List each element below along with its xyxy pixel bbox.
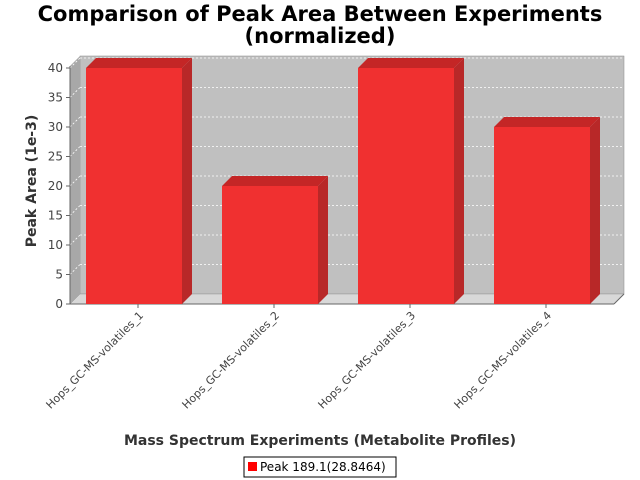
y-tick-label-0: 0 <box>55 297 63 311</box>
legend-entry: Peak 189.1(28.8464) <box>260 460 386 474</box>
chart-title-line-1: Comparison of Peak Area Between Experime… <box>38 2 603 26</box>
y-tick-label-6: 30 <box>48 120 63 134</box>
plot-left-wall <box>70 56 80 304</box>
bar-side-3 <box>454 58 464 304</box>
plot-area: 0 5 10 15 20 25 30 35 40 Hops_GC-MS-volatiles_1 Ho… <box>44 55 625 412</box>
bar-top-3 <box>358 58 464 68</box>
x-axis-label: Mass Spectrum Experiments (Metabolite Pr… <box>124 433 516 449</box>
y-tick-label-3: 15 <box>48 209 63 223</box>
bar-top-1 <box>86 58 192 68</box>
chart-title-line-2: (normalized) <box>245 24 396 48</box>
y-tick-label-2: 10 <box>48 238 63 252</box>
x-tick-label-2: Hops_GC-MS-volatiles_2 <box>180 309 283 412</box>
y-tick-label-5: 25 <box>48 150 63 164</box>
y-tick-label-1: 5 <box>55 268 63 282</box>
y-tick-label-4: 20 <box>48 179 63 193</box>
legend: Peak 189.1(28.8464) <box>243 456 397 478</box>
bar-1 <box>86 68 182 304</box>
x-tick-label-1: Hops_GC-MS-volatiles_1 <box>44 309 147 412</box>
x-tick-label-3: Hops_GC-MS-volatiles_3 <box>316 309 419 412</box>
bar-top-2 <box>222 176 328 186</box>
bar-side-4 <box>590 117 600 304</box>
legend-swatch <box>248 462 257 471</box>
y-axis-label: Peak Area (1e-3) <box>24 115 40 248</box>
bar-4 <box>494 127 590 304</box>
legend-box <box>243 456 397 478</box>
bar-2 <box>222 186 318 304</box>
bar-top-4 <box>494 117 600 127</box>
y-tick-label-7: 35 <box>48 91 63 105</box>
bar-side-1 <box>182 58 192 304</box>
y-tick-label-8: 40 <box>48 61 63 75</box>
x-tick-label-4: Hops_GC-MS-volatiles_4 <box>452 309 555 412</box>
bar-side-2 <box>318 176 328 304</box>
bar-3 <box>358 68 454 304</box>
